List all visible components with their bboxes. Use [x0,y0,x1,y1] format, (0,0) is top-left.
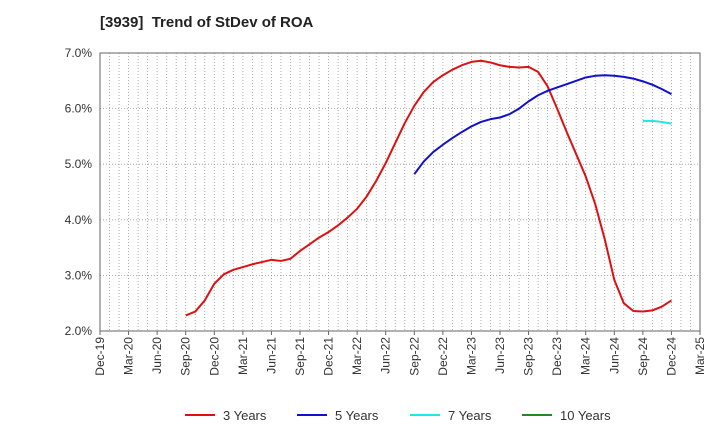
y-tick-label: 6.0% [65,102,93,116]
legend-label-3-years: 3 Years [223,408,267,423]
x-tick-label: Sep-23 [522,337,536,376]
y-tick-label: 7.0% [65,46,93,60]
x-tick-label: Sep-24 [636,337,650,376]
y-axis: 2.0% 3.0% 4.0% 5.0% 6.0% 7.0% [65,46,93,338]
x-tick-label: Dec-19 [93,337,107,376]
y-tick-label: 3.0% [65,268,93,282]
x-tick-label: Jun-23 [493,337,507,374]
x-tick-label: Jun-21 [264,337,278,374]
x-tick-label: Dec-24 [664,337,678,376]
x-tick-label: Dec-21 [322,337,336,376]
grid-layer [100,53,700,331]
x-tick-label: Mar-25 [693,337,707,375]
series-line-3-years [185,59,672,317]
series-layer [185,59,672,317]
x-tick-label: Mar-24 [579,337,593,375]
y-tick-label: 4.0% [65,213,93,227]
legend-label-10-years: 10 Years [560,408,611,423]
x-tick-label: Jun-20 [150,337,164,374]
legend-label-7-years: 7 Years [448,408,492,423]
series-line-5-years [413,74,672,175]
x-tick-label: Sep-21 [293,337,307,376]
plot-border [99,52,701,332]
x-tick-label: Mar-22 [350,337,364,375]
y-tick-label: 2.0% [65,324,93,338]
x-tick-label: Sep-22 [407,337,421,376]
x-tick-label: Mar-21 [236,337,250,375]
x-tick-label: Dec-22 [436,337,450,376]
x-tick-label: Dec-20 [207,337,221,376]
x-tick-label: Mar-20 [122,337,136,375]
legend: 3 Years 5 Years 7 Years 10 Years [185,408,611,423]
chart-title: [3939] Trend of StDev of ROA [100,14,314,31]
plot-area [100,53,700,331]
x-tick-label: Mar-23 [464,337,478,375]
series-line-7-years [642,119,672,125]
x-tick-label: Sep-20 [179,337,193,376]
x-tick-label: Jun-22 [379,337,393,374]
x-axis: Dec-19 Mar-20 Jun-20 Sep-20 Dec-20 Mar-21 Jun-… [93,331,707,376]
x-tick-label: Dec-23 [550,337,564,376]
y-tick-label: 5.0% [65,157,93,171]
x-tick-label: Jun-24 [607,337,621,374]
legend-label-5-years: 5 Years [335,408,379,423]
